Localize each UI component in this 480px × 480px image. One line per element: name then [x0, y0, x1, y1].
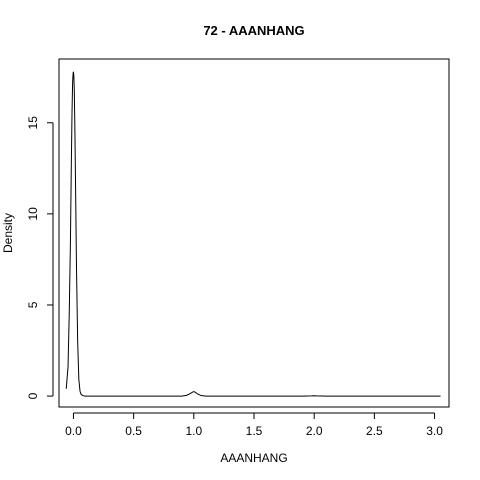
x-tick-label: 3.0 [426, 424, 443, 438]
y-tick-label: 5 [26, 301, 40, 308]
x-axis: 0.0 0.5 1.0 1.5 2.0 2.5 3.0 [65, 412, 443, 438]
x-tick-label: 0.0 [65, 424, 82, 438]
y-axis-label: Density [1, 213, 15, 253]
x-axis-label: AAANHANG [220, 451, 287, 465]
x-tick-label: 1.5 [246, 424, 263, 438]
x-tick-label: 1.0 [185, 424, 202, 438]
y-tick-label: 10 [26, 207, 40, 221]
plot-frame [58, 58, 450, 408]
chart-title: 72 - AAANHANG [203, 23, 304, 38]
density-curve [65, 71, 441, 397]
x-tick-label: 0.5 [125, 424, 142, 438]
y-tick-label: 15 [26, 116, 40, 130]
x-tick-label: 2.0 [306, 424, 323, 438]
x-tick-label: 2.5 [366, 424, 383, 438]
y-tick-label: 0 [26, 392, 40, 399]
y-axis: 0 5 10 15 [26, 116, 54, 399]
